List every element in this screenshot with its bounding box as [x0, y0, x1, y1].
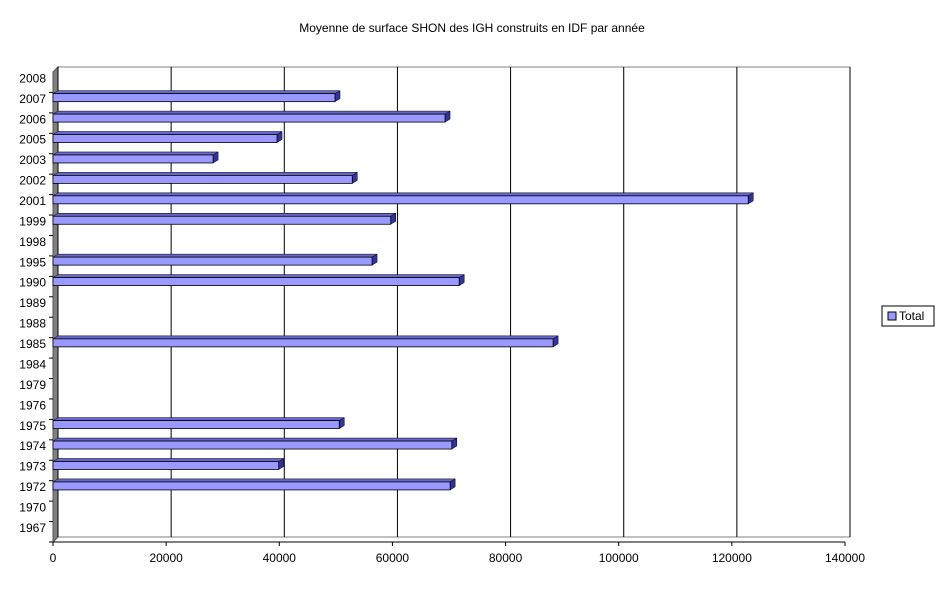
y-tick-label: 2001	[19, 194, 46, 208]
bar-top	[52, 335, 559, 340]
bar-top	[52, 110, 451, 115]
y-tick-label: 1979	[19, 378, 46, 392]
y-tick-label: 1970	[19, 501, 46, 515]
x-tick-label: 0	[50, 551, 57, 565]
y-tick-label: 2008	[19, 71, 46, 85]
bar-top	[52, 151, 219, 156]
x-tick-label: 140000	[825, 551, 865, 565]
bar-top	[52, 253, 378, 258]
bar	[52, 134, 278, 143]
y-tick-label: 2007	[19, 92, 46, 106]
bar-top	[52, 437, 458, 442]
y-tick-label: 1988	[19, 317, 46, 331]
y-tick-label: 2003	[19, 153, 46, 167]
legend-label: Total	[899, 309, 924, 323]
bar	[52, 461, 280, 470]
x-tick-label: 20000	[149, 551, 183, 565]
x-tick-label: 40000	[263, 551, 297, 565]
bar	[52, 195, 749, 205]
bar	[52, 256, 373, 266]
x-tick-label: 60000	[376, 551, 410, 565]
bar-top	[52, 213, 397, 217]
bar	[52, 277, 460, 286]
bar-top	[52, 172, 359, 176]
y-tick-label: 1999	[19, 214, 46, 228]
bar	[52, 440, 453, 450]
y-tick-label: 1990	[19, 276, 46, 290]
bar	[52, 481, 451, 491]
y-tick-label: 1967	[19, 521, 46, 535]
x-tick-label: 80000	[489, 551, 523, 565]
bar-top	[52, 192, 755, 197]
bar	[52, 420, 340, 430]
bar-top	[52, 90, 341, 94]
y-tick-label: 1998	[19, 235, 46, 249]
y-tick-label: 1973	[19, 460, 46, 474]
bar	[52, 154, 214, 164]
y-tick-label: 1989	[19, 296, 46, 310]
bar-top	[52, 478, 457, 483]
x-tick-label: 120000	[712, 551, 752, 565]
bar	[52, 113, 446, 123]
bar-top	[52, 274, 466, 278]
bar-top	[52, 417, 346, 421]
y-tick-label: 1974	[19, 439, 46, 453]
y-tick-label: 2005	[19, 133, 46, 147]
bar	[52, 338, 554, 348]
legend-swatch	[887, 311, 897, 321]
chart-title: Moyenne de surface SHON des IGH construi…	[299, 21, 645, 35]
y-tick-label: 1985	[19, 337, 46, 351]
x-tick-label: 100000	[599, 551, 639, 565]
y-tick-label: 1995	[19, 255, 46, 269]
y-tick-label: 1975	[19, 419, 46, 433]
y-tick-label: 1976	[19, 398, 46, 412]
bar-top	[52, 131, 283, 135]
legend-box	[881, 305, 935, 327]
y-tick-label: 1972	[19, 480, 46, 494]
bar	[52, 93, 336, 103]
y-tick-label: 2002	[19, 174, 46, 188]
y-tick-label: 2006	[19, 112, 46, 126]
bar	[52, 215, 392, 225]
y-tick-label: 1984	[19, 357, 46, 371]
bar	[52, 174, 353, 184]
bar-top	[52, 458, 285, 462]
